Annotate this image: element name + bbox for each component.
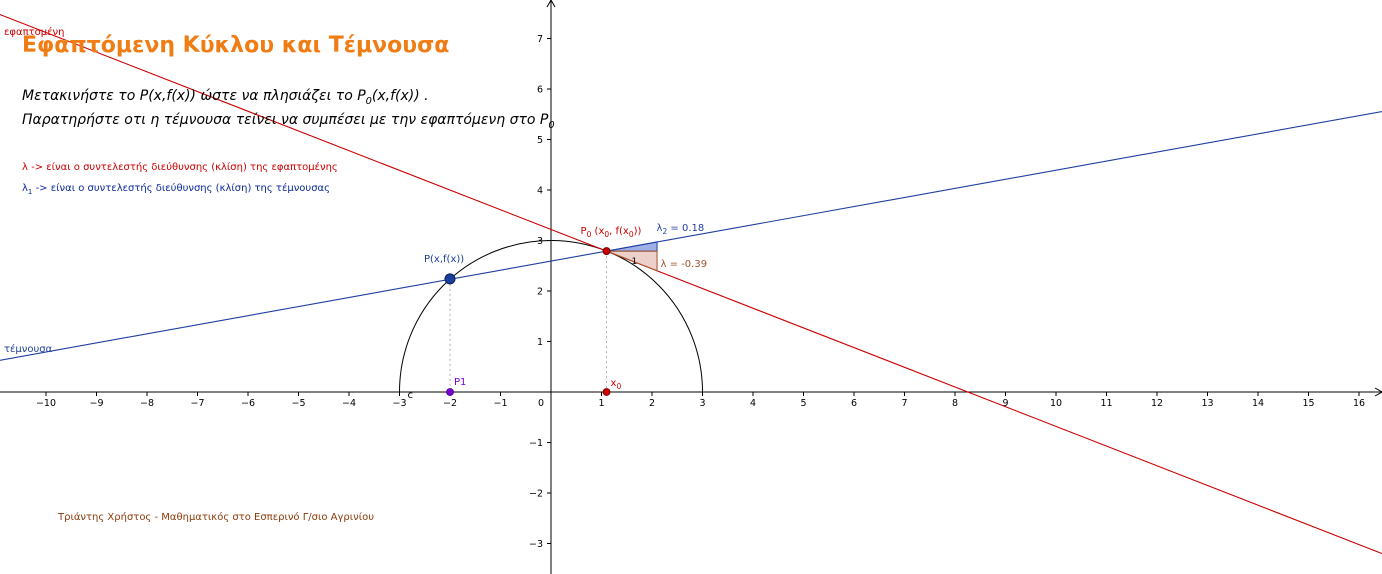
x-tick-label: 3 [699,398,705,409]
instruction-line-2: Παρατηρήστε οτι η τέμνουσα τείνει να συμ… [22,112,555,131]
y-tick-label: 4 [537,186,543,197]
tangent-line-label: εφαπτομένη [4,26,64,38]
point-p0-label-part: (x [591,226,604,237]
x-tick-label: 2 [649,398,655,409]
x-tick-label: 11 [1100,398,1112,409]
y-tick-label: 1 [537,337,543,348]
y-axis-arrow [546,0,556,8]
legend-secant-text: -> είναι ο συντελεστής διεύθυνσης (κλίση… [32,183,331,194]
point-p0[interactable] [602,247,611,256]
legend-secant-sub: 1 [27,188,33,196]
legend-secant-symbol: λ [22,183,28,194]
x-tick-label: −8 [140,398,154,409]
x-tick-label: −5 [291,398,305,409]
x-tick-label: 0 [538,398,544,409]
circle-arc [399,240,703,393]
y-tick-label: 3 [537,236,543,247]
y-tick-label: −2 [529,489,543,500]
lambda2-label-part: 2 [662,227,667,236]
tangent-slope-triangle [606,250,658,272]
legend-secant: λ1 -> είναι ο συντελεστής διεύθυνσης (κλ… [22,183,330,196]
x-tick-label: −3 [392,398,406,409]
lambda2-label-part: λ [657,223,663,234]
x-tick-label: 6 [851,398,857,409]
unit-one-label: 1 [632,257,638,267]
circle-layer [399,240,703,393]
y-tick-label: 7 [537,34,543,45]
instruction-line-1-sub: 0 [365,95,372,107]
point-p0-label-part: , f(x [609,226,629,237]
unit-one-label-part: 1 [632,257,638,267]
circle-c-label: c [408,390,414,401]
y-tick-label: −1 [529,438,543,449]
instruction-line-1-text: Μετακινήστε το P(x,f(x)) ώστε να πλησιάζ… [22,88,366,104]
instruction-line-2-text: Παρατηρήστε οτι η τέμνουσα τείνει να συμ… [22,112,549,128]
x-axis-arrow [1374,387,1382,397]
y-tick-label: 5 [537,135,543,146]
x-tick-label: 13 [1201,398,1213,409]
y-tick-label: 2 [537,287,543,298]
x-tick-label: 14 [1252,398,1264,409]
x-tick-label: 4 [750,398,756,409]
point-p0-label-part: 0 [587,230,592,239]
point-p0-label-part: P [581,226,587,237]
x-tick-label: −2 [443,398,457,409]
lambda-label: λ = -0.39 [661,259,708,270]
x-tick-label: 7 [901,398,907,409]
point-x0-label: x0 [611,378,622,391]
lambda2-label-part: = 0.18 [667,223,704,234]
legend-tangent: λ -> είναι ο συντελεστής διεύθυνσης (κλί… [22,162,338,173]
x-tick-label: −4 [342,398,356,409]
author-credit: Τριάντης Χρήστος - Μαθηματικός στο Εσπερ… [58,512,375,523]
point-p0-label-part: 0 [629,230,634,239]
point-x0-label-part: 0 [616,382,621,391]
instruction-line-2-sub: 0 [548,119,555,131]
point-p0-label-part: 0 [604,230,609,239]
secant-slope-triangle [606,241,658,252]
x-tick-label: −9 [89,398,103,409]
x-tick-label: 8 [952,398,958,409]
page-title: Εφαπτόμενη Κύκλου και Τέμνουσα [22,33,450,58]
x-tick-label: 10 [1050,398,1062,409]
x-tick-label: 12 [1151,398,1163,409]
point-p0-label-part: )) [634,226,642,237]
instruction-line-1: Μετακινήστε το P(x,f(x)) ώστε να πλησιάζ… [22,88,429,107]
x-tick-label: 16 [1353,398,1365,409]
instruction-line-1-end: (x,f(x)) . [371,88,429,104]
x-tick-label: 15 [1302,398,1314,409]
point-p0-label: P0 (x0, f(x0)) [581,226,642,239]
lambda2-label: λ2 = 0.18 [657,223,705,236]
y-tick-label: −3 [529,539,543,550]
secant-line-label-part: τέμνουσα [4,343,53,355]
point-p1-label-part: P1 [454,377,466,388]
point-p[interactable] [444,273,456,285]
x-tick-label: −10 [36,398,56,409]
y-tick-label: 6 [537,85,543,96]
lambda-label-part: λ = -0.39 [661,259,708,270]
point-p1-label: P1 [454,377,466,388]
tangent-line-label-part: εφαπτομένη [4,26,64,38]
x-tick-label: −7 [190,398,204,409]
secant-line[interactable] [0,102,1382,368]
point-p1[interactable] [446,388,454,396]
point-p-label: P(x,f(x)) [424,254,464,265]
point-x0[interactable] [602,388,611,396]
point-p-label-part: P(x,f(x)) [424,254,464,265]
x-tick-label: 5 [800,398,806,409]
x-tick-label: −6 [241,398,255,409]
x-tick-label: 9 [1002,398,1008,409]
x-tick-label: 1 [598,398,604,409]
secant-line-label: τέμνουσα [4,343,53,355]
point-x0-label-part: x [611,378,617,389]
x-tick-label: −1 [493,398,507,409]
points-layer [444,247,611,396]
circle-c-label-part: c [408,390,414,401]
